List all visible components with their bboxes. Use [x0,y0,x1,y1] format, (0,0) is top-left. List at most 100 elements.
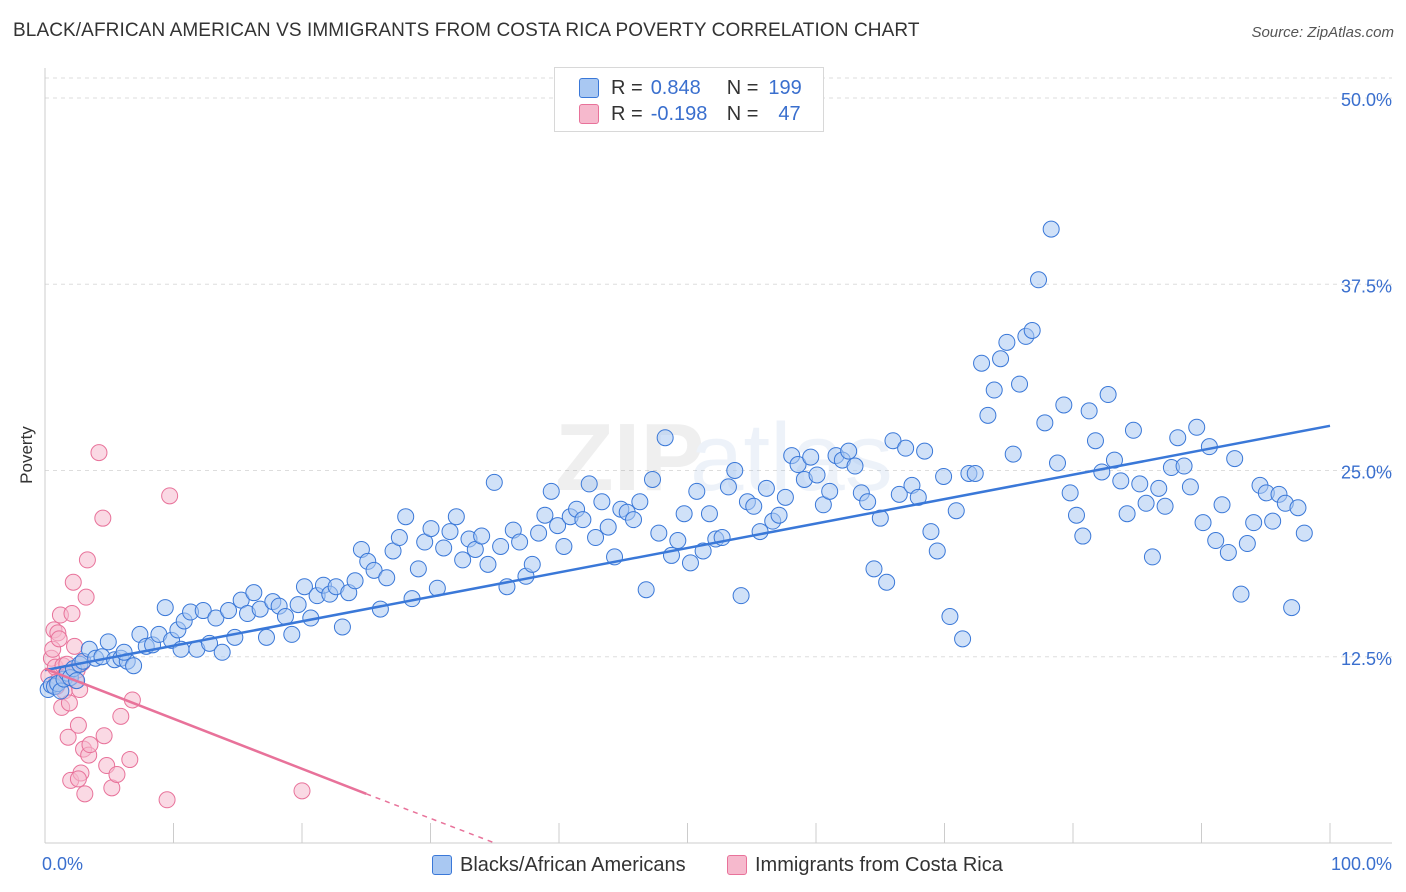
data-point-blue [726,462,744,479]
data-point-blue [776,488,794,506]
data-point-blue [935,467,953,485]
data-point-blue [441,523,459,541]
data-point-blue [947,502,965,520]
data-point-pink [78,551,96,569]
trend-line-pink-extension [365,793,496,844]
data-point-pink [108,765,126,783]
legend-r-label: R = [611,76,643,99]
data-point-blue [1080,402,1098,420]
legend-n-value: 47 [778,102,801,125]
data-point-blue [1219,543,1237,561]
data-point-blue [156,599,174,617]
data-point-pink [81,736,99,754]
data-point-blue [973,354,991,372]
legend-row-blue: R = 0.848 N = 199 [555,75,802,101]
legend-n-label: N = [726,102,759,125]
chart-title: BLACK/AFRICAN AMERICAN VS IMMIGRANTS FRO… [13,20,920,41]
data-point-blue [789,456,807,474]
data-point-blue [1289,499,1307,517]
trend-lines [44,424,1331,844]
data-point-blue [688,482,706,500]
data-point-pink [94,509,112,527]
data-point-pink [121,751,139,769]
data-point-blue [1207,532,1225,550]
legend-item-costa-rica[interactable]: Immigrants from Costa Rica [727,851,1003,879]
data-point-blue [295,578,313,596]
data-point-blue [1042,220,1060,238]
data-point-blue [207,609,225,627]
data-point-blue [1049,454,1067,472]
data-point-blue [536,506,554,524]
data-point-blue [593,493,611,511]
legend-r-value: 0.848 [650,76,701,99]
x-tick-label: 0.0% [42,854,83,874]
data-point-blue [669,532,687,550]
data-point-blue [979,406,997,424]
data-point-blue [897,439,915,457]
x-tick-label: 100.0% [1331,854,1392,874]
data-point-blue [1295,524,1313,542]
data-point-blue [1131,475,1149,493]
pink-swatch [727,855,747,875]
data-point-blue [719,478,737,496]
data-point-blue [1086,432,1104,450]
data-point-blue [1023,321,1041,339]
data-point-blue [1099,386,1117,404]
legend-item-blacks[interactable]: Blacks/African Americans [432,851,686,879]
data-point-blue [1030,271,1048,289]
data-point-blue [985,381,1003,399]
stats-legend: R = 0.848 N = 199 R = -0.198 N = 47 [554,67,824,132]
data-point-blue [492,537,510,555]
axes [44,68,1392,844]
data-point-blue [125,657,143,675]
data-point-blue [1169,429,1187,447]
data-point-blue [580,475,598,493]
data-point-blue [390,529,408,547]
data-point-blue [846,457,864,475]
data-point-blue [1004,445,1022,463]
y-tick-label: 12.5% [1341,649,1392,669]
data-point-blue [1067,506,1085,524]
blue-swatch [432,855,452,875]
data-point-pink [69,770,87,788]
data-point-blue [1213,496,1231,514]
data-point-blue [1175,457,1193,475]
data-point-blue [346,572,364,590]
data-point-blue [422,520,440,538]
data-point-blue [409,560,427,578]
data-point-pink [76,785,94,803]
data-point-blue [549,517,567,535]
data-point-pink [161,487,179,505]
data-point-blue [587,529,605,547]
data-point-blue [1061,484,1079,502]
legend-label-blacks: Blacks/African Americans [460,853,686,876]
data-point-blue [675,505,693,523]
data-point-blue [435,539,453,557]
data-point-pink [69,716,87,734]
data-point-blue [365,561,383,579]
data-point-blue [1143,548,1161,566]
data-point-blue [802,448,820,466]
data-point-blue [922,523,940,541]
data-point-blue [916,442,934,460]
legend-row-pink: R = -0.198 N = 47 [555,101,801,127]
data-point-blue [194,602,212,620]
gridlines [45,77,1392,658]
data-point-blue [485,473,503,491]
data-point-blue [859,493,877,511]
data-point-blue [1150,479,1168,497]
data-point-blue [928,542,946,560]
data-point-blue [1238,535,1256,553]
data-point-blue [1245,514,1263,532]
data-point-blue [865,560,883,578]
data-point-blue [1232,585,1250,603]
data-point-blue [1112,472,1130,490]
data-point-blue [884,432,902,450]
data-point-pink [77,588,95,606]
data-point-blue [890,485,908,503]
data-point-blue [745,497,763,515]
trend-line-blue [44,424,1331,672]
data-point-blue [700,505,718,523]
data-point-blue [757,479,775,497]
